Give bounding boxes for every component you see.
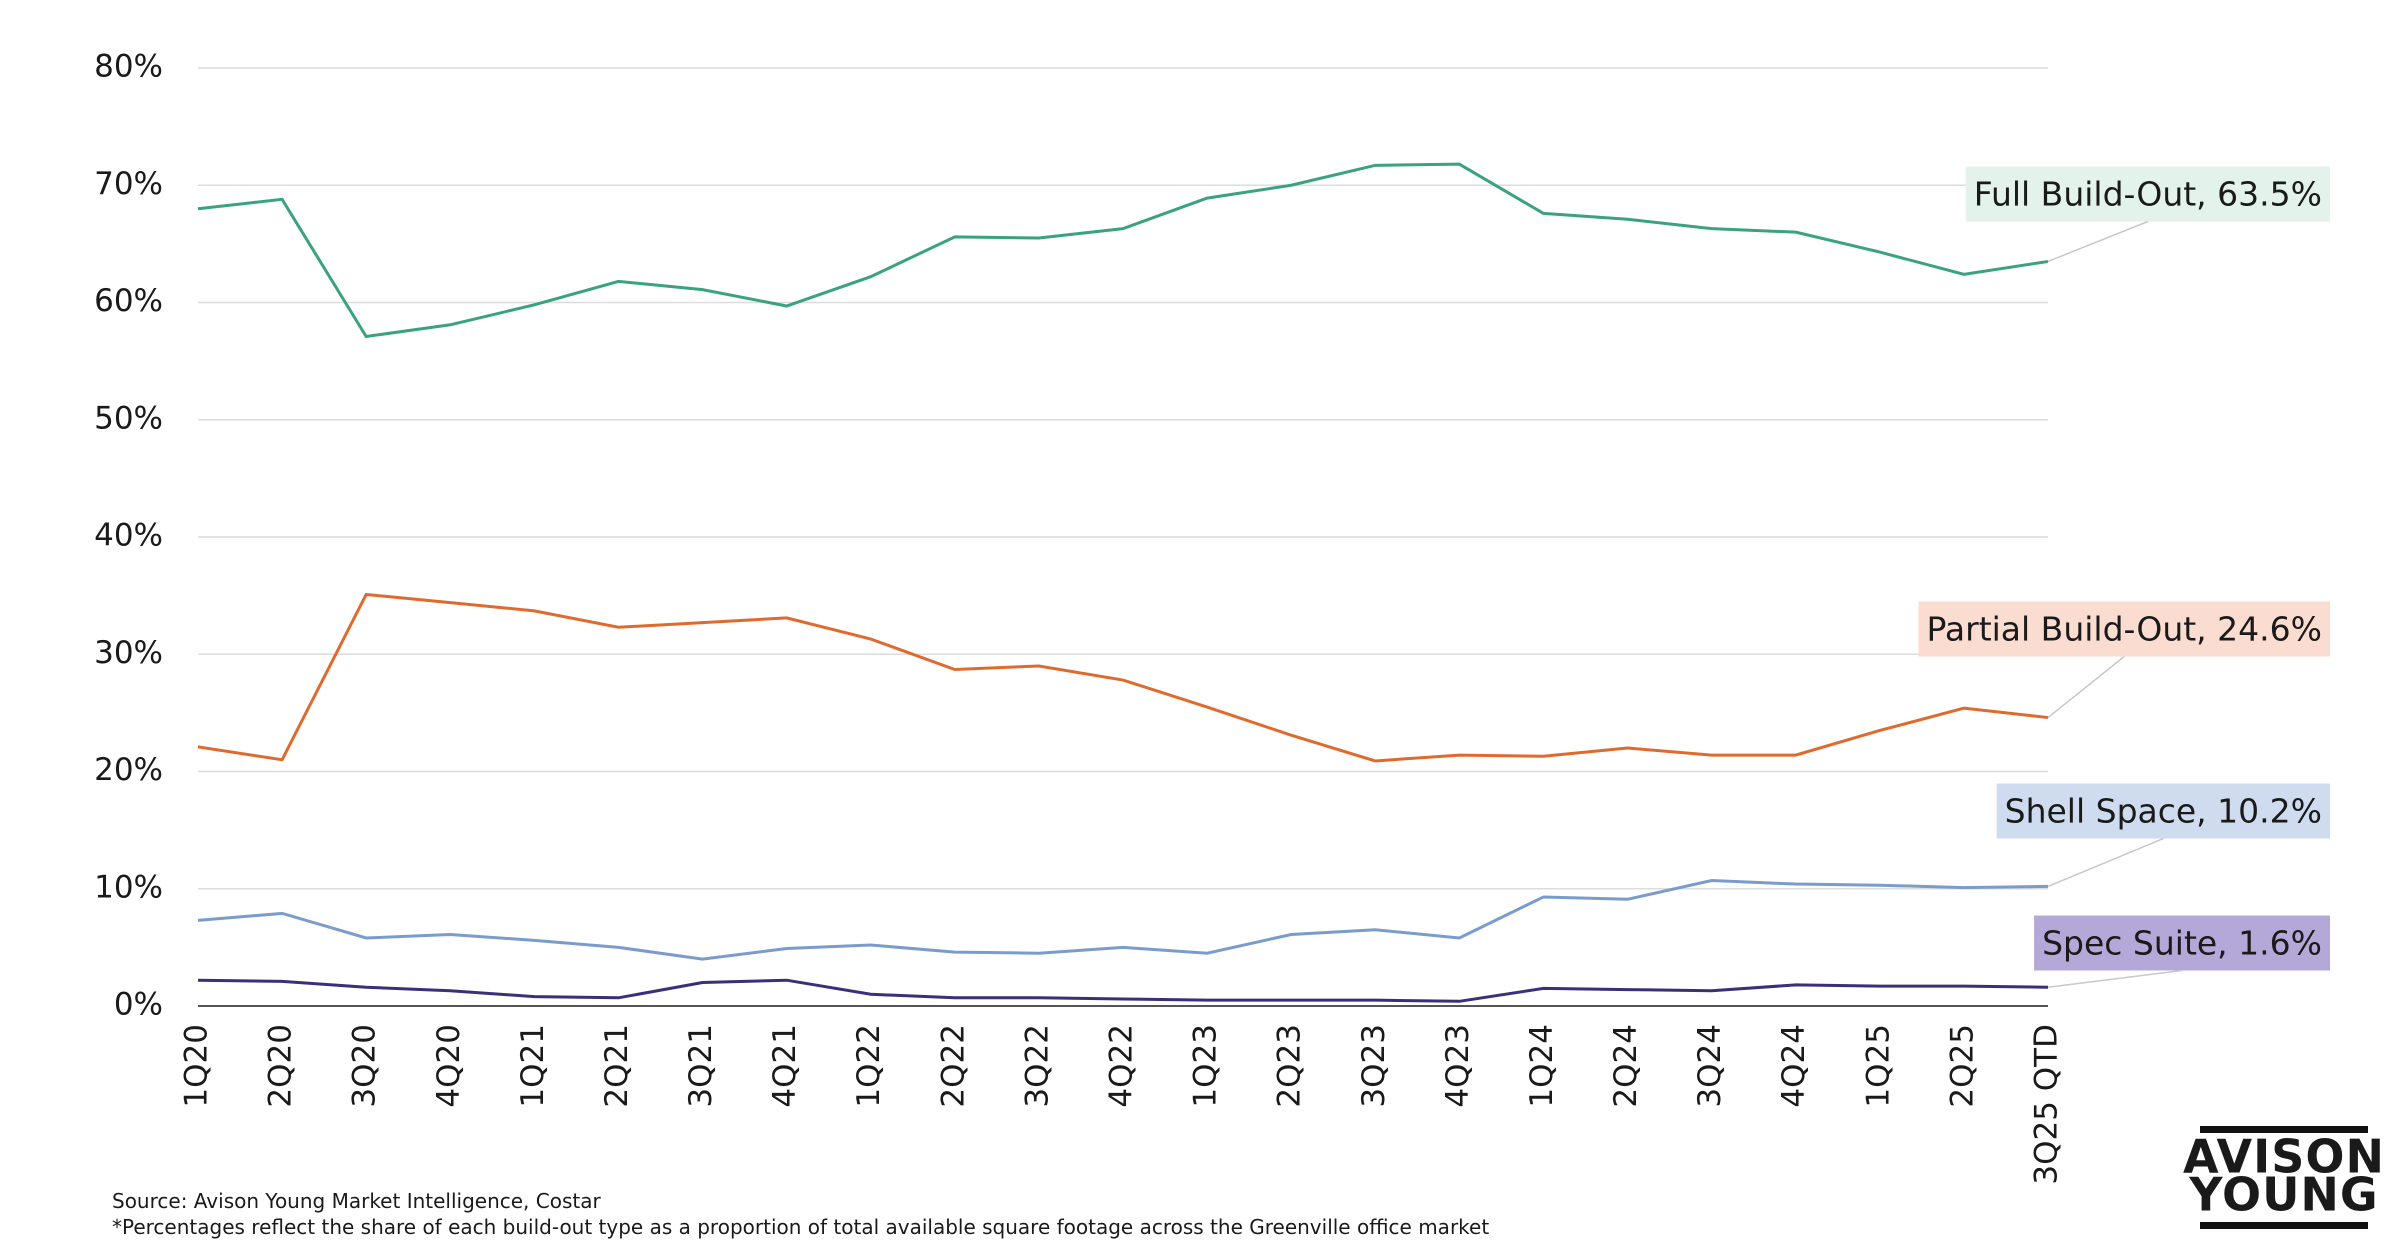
series-line <box>197 879 2049 961</box>
x-tick-label: 3Q22 <box>1019 1024 1055 1108</box>
x-tick-label: 2Q21 <box>599 1024 635 1108</box>
x-tick-label: 2Q23 <box>1272 1024 1308 1108</box>
x-tick-label: 4Q21 <box>767 1024 803 1108</box>
series-line <box>197 978 2049 1003</box>
label-box <box>1918 601 2330 657</box>
series-label-text: Spec Suite, 1.6% <box>2042 924 2322 963</box>
y-tick-label: 30% <box>94 635 163 671</box>
x-tick-label: 3Q23 <box>1356 1024 1392 1108</box>
series-line <box>197 162 2049 339</box>
leader-line <box>2047 220 2149 263</box>
label-box <box>2034 915 2330 971</box>
series-line <box>197 592 2049 763</box>
series-label: Full Build-Out, 63.5% <box>1965 166 2330 263</box>
leader-line <box>2047 969 2183 988</box>
x-tick-label: 1Q23 <box>1188 1024 1224 1108</box>
grid <box>198 67 2048 1007</box>
x-tick-label: 4Q24 <box>1776 1024 1812 1108</box>
x-tick-label: 1Q24 <box>1524 1024 1560 1108</box>
series-label-text: Partial Build-Out, 24.6% <box>1926 610 2322 649</box>
x-tick-label: 1Q22 <box>851 1024 887 1108</box>
y-tick-label: 10% <box>94 869 163 905</box>
x-tick-label: 2Q25 <box>1944 1024 1980 1108</box>
y-tick-label: 20% <box>94 752 163 788</box>
x-tick-label: 4Q20 <box>431 1024 467 1108</box>
leader-line <box>2047 655 2125 719</box>
y-tick-label: 70% <box>94 166 163 202</box>
logo-bar <box>2200 1222 2368 1229</box>
label-box <box>1996 783 2330 839</box>
x-tick-label: 2Q20 <box>263 1024 299 1108</box>
x-tick-label: 1Q25 <box>1860 1024 1896 1108</box>
y-tick-label: 40% <box>94 518 163 554</box>
label-box <box>1965 166 2330 222</box>
footnote: *Percentages reflect the share of each b… <box>112 1215 1489 1239</box>
source-note: Source: Avison Young Market Intelligence… <box>112 1189 601 1213</box>
x-tick-label: 2Q24 <box>1608 1024 1644 1108</box>
x-tick-label: 1Q21 <box>515 1024 551 1108</box>
x-tick-label: 3Q21 <box>683 1024 719 1108</box>
leader-line <box>2047 837 2164 888</box>
x-tick-label: 2Q22 <box>935 1024 971 1108</box>
x-tick-label: 4Q23 <box>1440 1024 1476 1108</box>
y-tick-label: 60% <box>94 283 163 319</box>
y-tick-label: 80% <box>94 49 163 85</box>
x-tick-label: 3Q25 QTD <box>2029 1024 2065 1185</box>
series-label-text: Full Build-Out, 63.5% <box>1974 175 2322 214</box>
x-tick-label: 1Q20 <box>179 1024 215 1108</box>
x-tick-label: 3Q20 <box>347 1024 383 1108</box>
x-tick-label: 3Q24 <box>1692 1024 1728 1108</box>
logo-bar <box>2200 1126 2368 1133</box>
logo-text: YOUNG <box>2188 1168 2378 1222</box>
x-tick-label: 4Q22 <box>1104 1024 1140 1108</box>
y-tick-label: 0% <box>114 987 163 1023</box>
y-tick-label: 50% <box>94 400 163 436</box>
series-label-text: Shell Space, 10.2% <box>2005 792 2322 831</box>
logo-text: AVISON <box>2183 1130 2385 1184</box>
series-label: Shell Space, 10.2% <box>1996 783 2330 888</box>
series-label: Spec Suite, 1.6% <box>2034 915 2330 988</box>
series-label: Partial Build-Out, 24.6% <box>1918 601 2330 719</box>
